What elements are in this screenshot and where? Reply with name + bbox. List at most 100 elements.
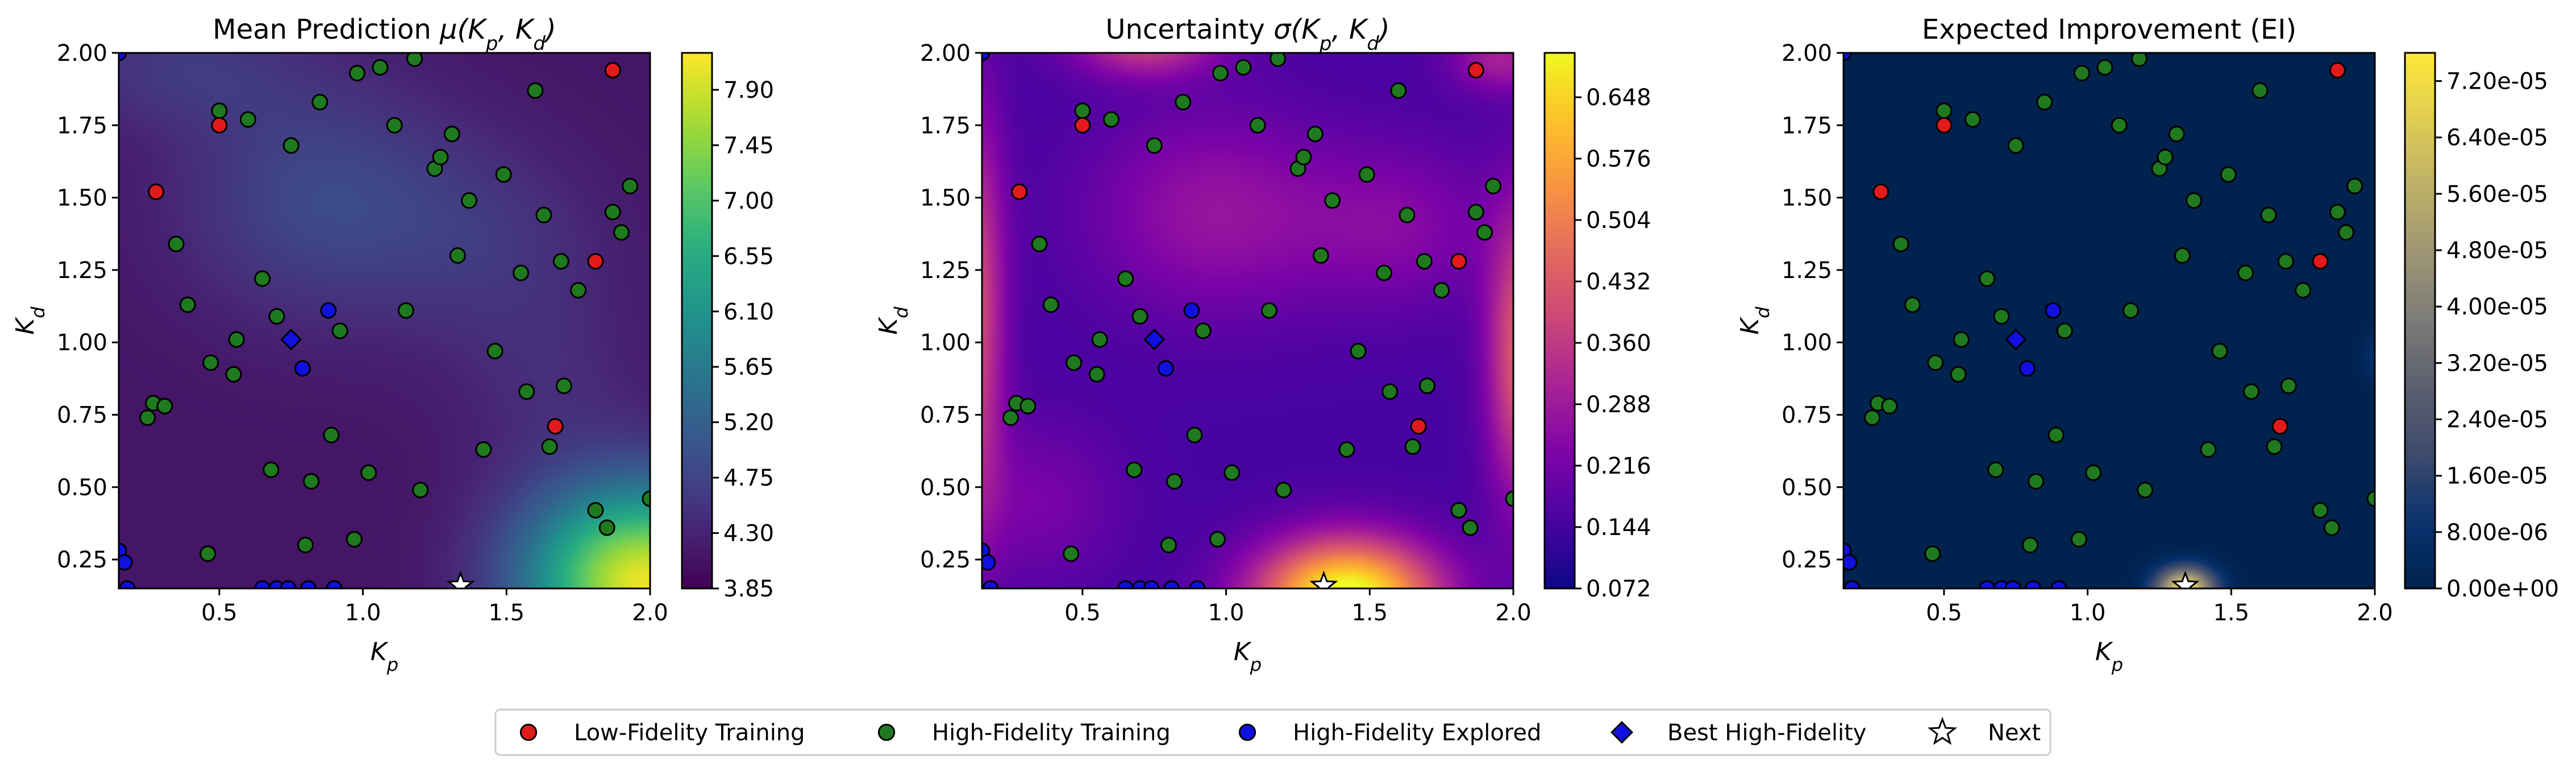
colorbar-tick-label: 0.216 [1586,453,1651,479]
high-fidelity-training-point [2237,264,2254,281]
high-fidelity-training-point [156,397,173,414]
high-fidelity-explored-point [254,580,271,588]
colorbar-tick-label: 5.65 [723,354,774,380]
data-points [982,53,1513,588]
y-tick-label: 0.75 [1782,402,1832,428]
high-fidelity-training-point [311,94,328,111]
next-point-marker [1309,570,1338,588]
high-fidelity-training-point [1160,537,1177,554]
high-fidelity-training-point [2096,59,2113,76]
chart-panel-1: 0.5 1.0 1.5 2.0 0.25 0.50 0.75 1.00 1.25 1.50 1.75… [11,14,774,675]
high-fidelity-training-point [2252,82,2269,99]
high-fidelity-training-point [1102,111,1120,128]
y-axis-label: Kd [11,306,49,335]
high-fidelity-explored-point [1143,580,1160,588]
high-fidelity-training-point [518,383,535,400]
colorbar-tick-label: 3.20e-05 [2446,350,2548,376]
colorbar-tick-label: 5.60e-05 [2446,181,2548,208]
high-fidelity-training-point [1505,490,1513,507]
high-fidelity-explored-point [294,360,311,377]
high-fidelity-training-point [1126,461,1143,478]
high-fidelity-explored-point [982,554,996,571]
legend-item: High-Fidelity Explored [1238,720,1541,746]
high-fidelity-training-point [263,461,280,478]
x-tick-label: 2.0 [1495,600,1532,626]
high-fidelity-training-point [2036,94,2053,111]
high-fidelity-training-point [1350,342,1367,359]
high-fidelity-training-point [475,441,492,458]
high-fidelity-training-point [535,206,552,223]
colorbar-tick-label: 2.40e-05 [2446,407,2548,433]
y-tick-label: 1.75 [920,113,971,139]
high-fidelity-training-point [1249,117,1266,134]
high-fidelity-training-point [613,224,630,241]
x-tick-label: 0.5 [1926,600,1962,626]
colorbar-tick-label: 0.00e+00 [2446,576,2559,602]
x-tick-label: 2.0 [2357,600,2393,626]
colorbar-tick-label: 0.144 [1586,515,1651,541]
x-axis-label: Kp [2095,637,2123,675]
y-tick-label: 1.75 [1782,113,1832,139]
high-fidelity-training-point [360,464,377,481]
high-fidelity-explored-point [2045,302,2062,319]
high-fidelity-training-point [1235,59,1252,76]
colorbar-tick-label: 5.20 [723,410,774,436]
high-fidelity-explored-point [119,580,136,588]
high-fidelity-training-point [2323,519,2340,536]
high-fidelity-training-point [1175,94,1192,111]
high-fidelity-training-point [406,53,423,67]
colorbar-tick-label: 0.648 [1586,85,1651,111]
colorbar-tick-label: 7.00 [723,188,774,214]
high-fidelity-training-point [598,519,615,536]
low-fidelity-training-point [1936,117,1953,134]
best-high-fidelity-marker [280,328,302,351]
high-fidelity-training-point [2186,192,2203,209]
low-fidelity-training-point [1467,62,1484,79]
high-fidelity-training-point [2220,166,2237,183]
high-fidelity-training-point [449,247,466,264]
y-axis-label: Kd [1736,306,1774,335]
y-tick-label: 0.50 [57,475,107,501]
high-fidelity-training-point [1892,235,1909,252]
high-fidelity-explored-point [300,580,317,588]
x-tick-label: 1.0 [1208,600,1245,626]
panel-title: Mean Prediction μ(Kp, Kd) [213,14,556,55]
high-fidelity-explored-point [326,580,343,588]
high-fidelity-explored-point [1189,580,1206,588]
y-tick-label: 1.00 [920,330,971,356]
high-fidelity-training-point [239,111,256,128]
high-fidelity-training-point [527,82,544,99]
high-fidelity-training-point [1117,270,1134,287]
high-fidelity-training-point [2028,473,2045,490]
high-fidelity-training-point [1260,302,1277,319]
low-fidelity-training-point [1410,418,1427,435]
high-fidelity-training-point [211,102,228,119]
high-fidelity-training-point [1433,282,1450,299]
low-fidelity-training-point [1872,183,1890,200]
high-fidelity-training-point [604,204,621,221]
high-fidelity-training-point [1066,354,1083,371]
high-fidelity-training-point [199,545,217,562]
colorbar-tick-label: 0.576 [1586,146,1651,172]
high-fidelity-explored-point [2019,360,2036,377]
high-fidelity-explored-point [2050,580,2067,588]
legend: Low-Fidelity Training High-Fidelity Train… [494,708,2051,756]
high-fidelity-training-point [1074,102,1091,119]
high-fidelity-training-point [2346,177,2363,194]
y-tick-label: 1.50 [1782,185,1832,212]
high-fidelity-training-point [1338,441,1355,458]
plot-frame [1842,52,2376,590]
x-tick-label: 1.5 [1351,600,1388,626]
high-fidelity-training-point [2073,65,2090,82]
high-fidelity-explored-point [119,554,133,571]
high-fidelity-training-point [303,473,320,490]
x-axis-label: Kp [1234,637,1262,675]
y-tick-label: 0.50 [1782,475,1832,501]
high-fidelity-training-point [268,308,285,325]
colorbar-tick-label: 0.432 [1586,269,1651,295]
colorbar-tick-label: 7.45 [723,132,774,159]
x-tick-label: 1.0 [2070,600,2106,626]
high-fidelity-training-point [1485,177,1502,194]
high-fidelity-training-point [513,264,530,281]
low-fidelity-training-point [2271,418,2288,435]
